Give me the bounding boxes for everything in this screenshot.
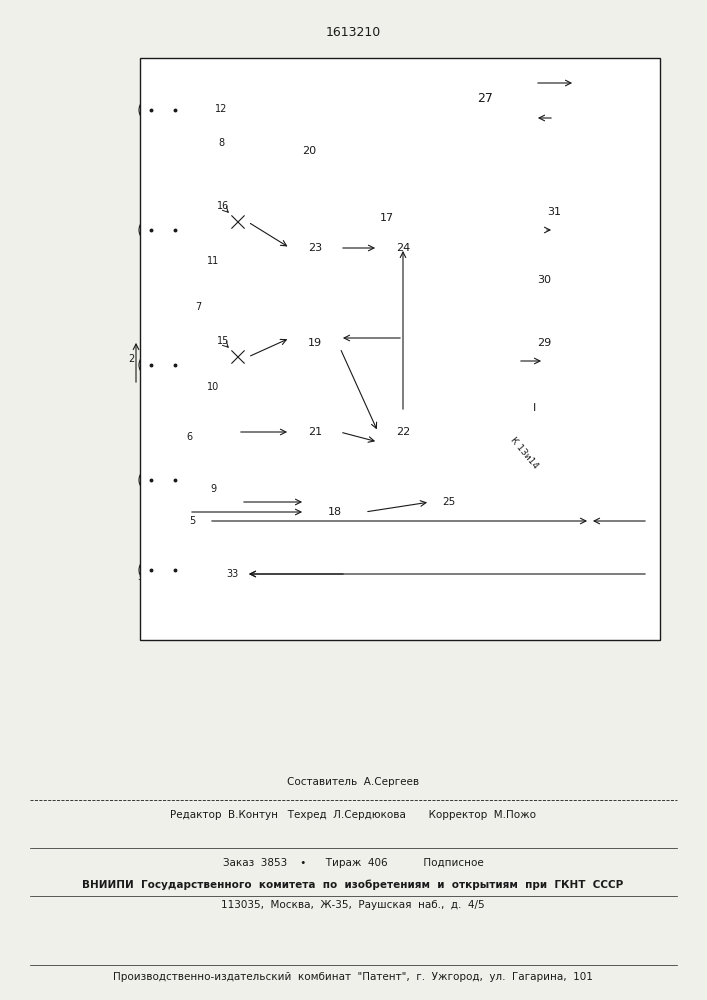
Text: 11: 11 — [207, 255, 219, 265]
Text: 34: 34 — [137, 573, 148, 582]
Bar — [290, 318, 340, 368]
Text: Заказ  3853    •      Тираж  406           Подписное: Заказ 3853 • Тираж 406 Подписное — [223, 858, 484, 868]
Text: 14: 14 — [224, 200, 235, 209]
Bar — [208, 133, 234, 154]
Text: 9: 9 — [210, 484, 216, 493]
Text: 27: 27 — [477, 92, 493, 104]
Circle shape — [163, 353, 187, 377]
Text: 1613210: 1613210 — [325, 25, 380, 38]
Text: 17: 17 — [380, 213, 394, 223]
Bar — [370, 188, 404, 248]
Text: 30: 30 — [537, 275, 551, 285]
Text: 7: 7 — [195, 302, 201, 312]
Bar — [473, 185, 648, 495]
Text: 23: 23 — [308, 243, 322, 253]
Bar — [200, 478, 226, 499]
Text: 33: 33 — [226, 569, 238, 579]
Bar — [290, 228, 340, 268]
Text: 10: 10 — [207, 381, 219, 391]
Text: 25: 25 — [443, 497, 455, 507]
Text: 32: 32 — [503, 244, 515, 254]
Bar — [200, 250, 226, 271]
Text: 18: 18 — [328, 507, 342, 517]
Text: 15: 15 — [217, 336, 229, 346]
Bar — [520, 325, 568, 361]
Text: 6: 6 — [186, 432, 192, 442]
Bar — [378, 412, 428, 452]
Text: 35: 35 — [152, 573, 163, 582]
Bar — [430, 487, 468, 517]
Text: 29: 29 — [537, 338, 551, 348]
Text: 113035,  Москва,  Ж-35,  Раушская  наб.,  д.  4/5: 113035, Москва, Ж-35, Раушская наб., д. … — [221, 900, 485, 910]
Text: 31: 31 — [547, 207, 561, 217]
Text: 8: 8 — [218, 138, 224, 148]
Circle shape — [228, 347, 248, 367]
Text: 12: 12 — [215, 104, 227, 113]
Bar — [218, 563, 246, 585]
Text: Производственно-издательский  комбинат  "Патент",  г.  Ужгород,  ул.  Гагарина, : Производственно-издательский комбинат "П… — [113, 972, 593, 982]
Text: 3: 3 — [148, 207, 154, 217]
Bar — [175, 510, 209, 532]
Bar — [210, 330, 236, 352]
Circle shape — [228, 212, 248, 232]
Text: I: I — [533, 403, 537, 413]
Bar — [140, 58, 660, 640]
Text: 21: 21 — [308, 427, 322, 437]
Bar — [200, 376, 226, 397]
Circle shape — [139, 353, 163, 377]
Text: 4: 4 — [148, 87, 154, 97]
Circle shape — [139, 468, 163, 492]
Circle shape — [139, 218, 163, 242]
Text: Составитель  А.Сергеев: Составитель А.Сергеев — [287, 777, 419, 787]
Bar — [482, 387, 554, 429]
Bar — [210, 195, 236, 217]
Text: 24: 24 — [396, 243, 410, 253]
Bar — [185, 296, 211, 317]
Text: 13: 13 — [224, 335, 235, 344]
Bar — [524, 392, 546, 424]
Circle shape — [163, 468, 187, 492]
Bar — [378, 228, 428, 268]
Text: 16: 16 — [217, 201, 229, 211]
Text: 19: 19 — [308, 338, 322, 348]
Text: Редактор  В.Контун   Техред  Л.Сердюкова       Корректор  М.Пожо: Редактор В.Контун Техред Л.Сердюкова Кор… — [170, 810, 536, 820]
Circle shape — [163, 98, 187, 122]
Bar — [435, 63, 535, 133]
Text: 20: 20 — [302, 146, 316, 156]
Text: 5: 5 — [189, 516, 195, 526]
Bar — [305, 492, 365, 532]
Text: К 13и14: К 13и14 — [508, 435, 539, 470]
Circle shape — [139, 558, 163, 582]
Text: 22: 22 — [396, 427, 410, 437]
Bar — [175, 427, 203, 448]
Text: 2: 2 — [128, 354, 134, 364]
Bar — [283, 128, 335, 174]
Bar — [520, 262, 568, 298]
Circle shape — [163, 558, 187, 582]
Circle shape — [139, 98, 163, 122]
Bar — [530, 194, 578, 230]
Text: 26: 26 — [476, 184, 489, 194]
Text: 1: 1 — [148, 457, 154, 467]
Circle shape — [163, 218, 187, 242]
Bar — [208, 98, 234, 119]
Text: 28: 28 — [497, 403, 511, 413]
Bar — [290, 412, 340, 452]
Text: ВНИИПИ  Государственного  комитета  по  изобретениям  и  открытиям  при  ГКНТ  С: ВНИИПИ Государственного комитета по изоб… — [83, 880, 624, 890]
